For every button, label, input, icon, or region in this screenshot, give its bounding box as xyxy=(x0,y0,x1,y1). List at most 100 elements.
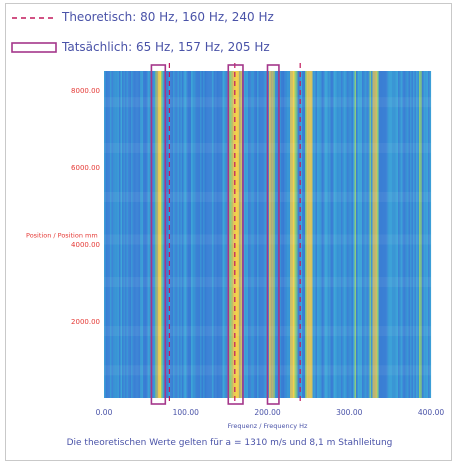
heatmap-stripe xyxy=(176,71,178,398)
heatmap-stripe xyxy=(182,71,184,398)
heatmap-stripe xyxy=(156,71,159,398)
heatmap-stripe xyxy=(197,71,199,398)
heatmap-stripe xyxy=(281,71,283,398)
heatmap-stripe xyxy=(338,71,340,398)
heatmap-stripe xyxy=(180,71,183,398)
heatmap-stripe xyxy=(288,71,291,398)
heatmap-stripe xyxy=(192,71,195,398)
heatmap-stripe xyxy=(270,71,273,398)
heatmap-stripe xyxy=(104,71,106,398)
heatmap-stripe xyxy=(348,71,351,398)
heatmap-stripe xyxy=(231,71,234,398)
heatmap-stripe xyxy=(128,71,130,398)
heatmap-stripe xyxy=(374,71,376,398)
heatmap-stripe xyxy=(213,71,216,398)
heatmap-stripe xyxy=(287,71,289,398)
heatmap-stripe xyxy=(218,71,220,398)
heatmap-stripe xyxy=(296,71,298,398)
heatmap-stripe xyxy=(203,71,205,398)
heatmap-stripe xyxy=(321,71,324,398)
heatmap-stripe xyxy=(342,71,345,398)
heatmap-stripe xyxy=(329,71,331,398)
heatmap-stripe xyxy=(258,71,261,398)
y-tick-label: 8000.00 xyxy=(71,87,100,95)
y-tick-label: 2000.00 xyxy=(71,318,100,326)
heatmap-stripe xyxy=(194,71,196,398)
heatmap-stripe xyxy=(308,71,310,398)
heatmap-stripe xyxy=(383,71,385,398)
heatmap-stripe xyxy=(356,71,358,398)
heatmap-stripe xyxy=(219,71,222,398)
heatmap-stripe xyxy=(134,71,136,398)
heatmap-stripe xyxy=(222,71,225,398)
heatmap-stripe xyxy=(402,71,405,398)
heatmap-stripe xyxy=(339,71,342,398)
heatmap-stripe xyxy=(207,71,210,398)
x-tick-label: 400.00 xyxy=(418,408,444,417)
heatmap-stripe xyxy=(282,71,285,398)
heatmap-stripe xyxy=(398,71,400,398)
heatmap-stripe xyxy=(303,71,306,398)
heatmap-stripe xyxy=(351,71,354,398)
heatmap-stripe xyxy=(141,71,144,398)
heatmap-stripe xyxy=(254,71,256,398)
heatmap-stripe xyxy=(132,71,135,398)
x-tick-label: 100.00 xyxy=(173,408,199,417)
heatmap-stripe xyxy=(221,71,223,398)
heatmap-stripe xyxy=(390,71,393,398)
heatmap-stripe xyxy=(248,71,250,398)
heatmap-stripe xyxy=(186,71,189,398)
heatmap-stripe xyxy=(408,71,411,398)
heatmap-stripe xyxy=(357,71,360,398)
heatmap-stripe xyxy=(243,71,246,398)
heatmap-stripe xyxy=(147,71,150,398)
heatmap-stripe xyxy=(417,71,420,398)
heatmap-stripe xyxy=(294,71,297,398)
heatmap-stripe xyxy=(126,71,129,398)
heatmap-stripe xyxy=(389,71,391,398)
heatmap-stripe xyxy=(314,71,316,398)
heatmap-stripe xyxy=(117,71,120,398)
heatmap-stripe xyxy=(428,71,430,398)
heatmap-stripe xyxy=(158,71,160,398)
heatmap-stripe xyxy=(263,71,265,398)
heatmap-stripe xyxy=(354,71,357,398)
heatmap-stripe xyxy=(414,71,417,398)
heatmap-stripe xyxy=(261,71,264,398)
heatmap-stripe xyxy=(195,71,198,398)
heatmap-stripe xyxy=(341,71,343,398)
y-tick-label: 6000.00 xyxy=(71,164,100,172)
heatmap-stripe xyxy=(290,71,292,398)
heatmap-stripe xyxy=(347,71,349,398)
heatmap-stripe xyxy=(360,71,363,398)
heatmap-stripe xyxy=(113,71,115,398)
heatmap-stripe xyxy=(206,71,208,398)
heatmap-stripe xyxy=(311,71,313,398)
y-axis-label: Position / Position mm xyxy=(26,232,98,240)
heatmap-stripe xyxy=(297,71,300,398)
heatmap-stripe xyxy=(210,71,213,398)
x-tick-label: 200.00 xyxy=(254,408,280,417)
heatmap-stripe xyxy=(381,71,384,398)
heatmap-stripe xyxy=(302,71,304,398)
heatmap-stripe xyxy=(239,71,241,398)
heatmap-stripe xyxy=(411,71,414,398)
heatmap-stripe xyxy=(312,71,315,398)
heatmap-stripe xyxy=(317,71,319,398)
heatmap-stripe xyxy=(251,71,253,398)
x-tick-label: 0.00 xyxy=(96,408,113,417)
heatmap-stripe xyxy=(144,71,147,398)
heatmap-stripe xyxy=(324,71,327,398)
heatmap-stripe xyxy=(177,71,180,398)
heatmap-stripe xyxy=(173,71,175,398)
heatmap-stripe xyxy=(155,71,157,398)
heatmap-stripe xyxy=(245,71,247,398)
heatmap-stripe xyxy=(363,71,366,398)
heatmap-stripe xyxy=(149,71,151,398)
heatmap-stripe xyxy=(224,71,226,398)
heatmap-stripe xyxy=(300,71,303,398)
heatmap-stripe xyxy=(131,71,133,398)
heatmap-stripe xyxy=(143,71,145,398)
heatmap-stripe xyxy=(152,71,154,398)
legend-theoretical: Theoretisch: 80 Hz, 160 Hz, 240 Hz xyxy=(62,10,274,24)
